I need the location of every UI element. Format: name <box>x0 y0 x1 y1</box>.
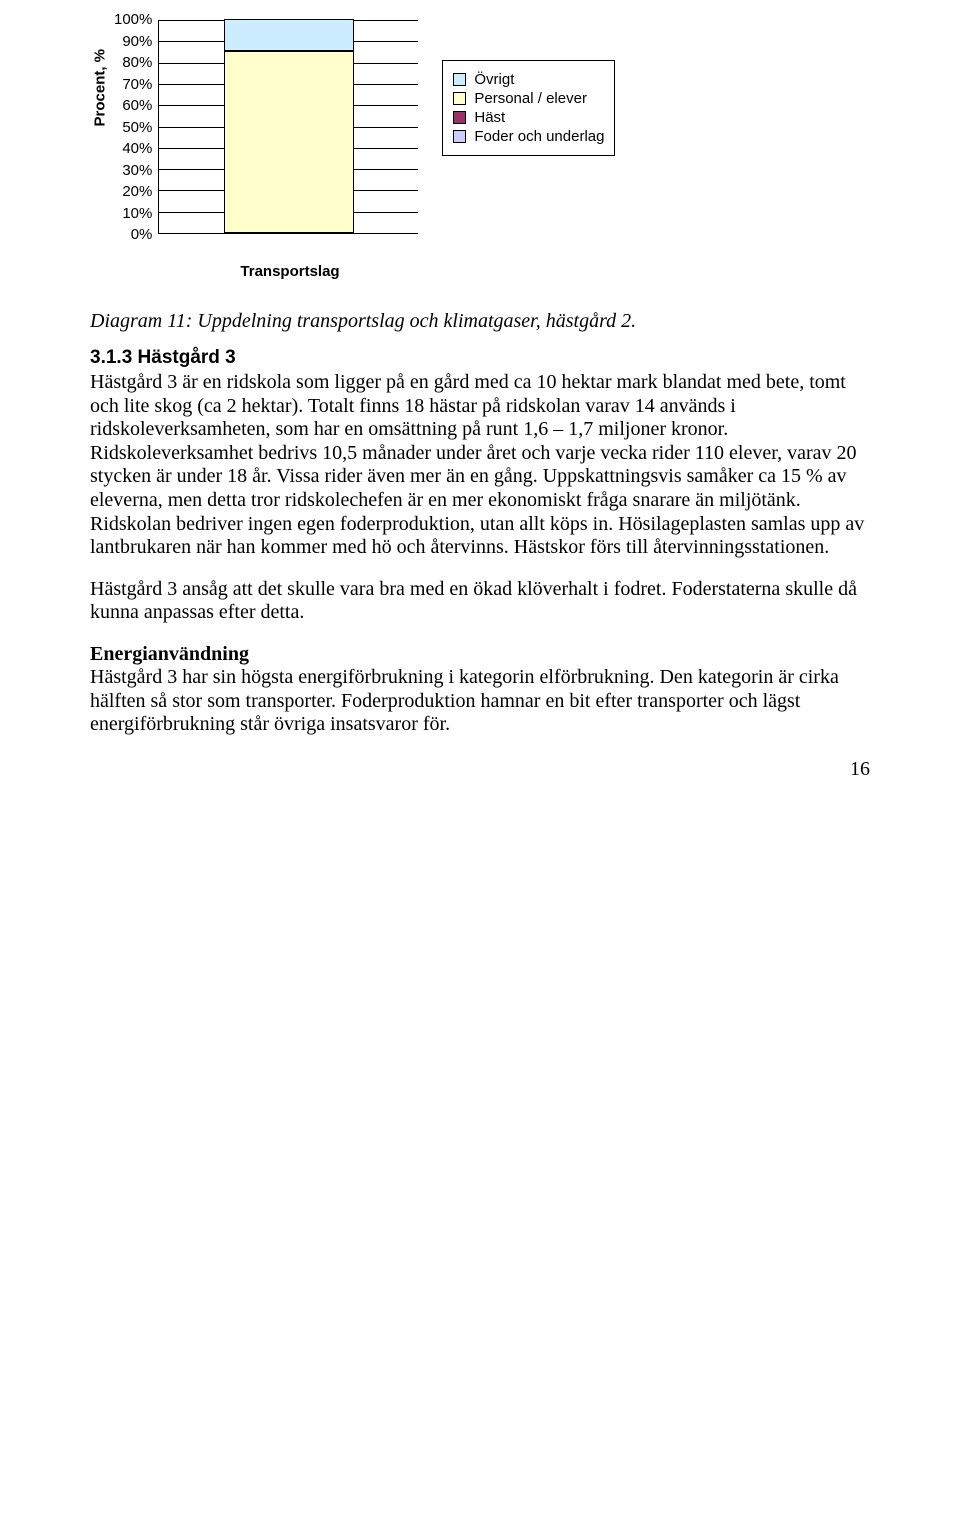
y-axis-ticks: 100% 90% 80% 70% 60% 50% 40% 30% 20% 10%… <box>114 11 158 243</box>
plot-area <box>158 20 418 234</box>
ytick: 100% <box>114 11 152 28</box>
legend-label: Häst <box>474 109 505 126</box>
y-axis-label: Procent, % <box>92 107 109 127</box>
bar-segment <box>224 51 354 233</box>
legend-item: Personal / elever <box>453 90 604 107</box>
chart: Procent, % 100% 90% 80% 70% 60% 50% 40% … <box>90 20 870 243</box>
legend-swatch <box>453 130 466 143</box>
ytick: 40% <box>114 140 152 157</box>
legend-swatch <box>453 73 466 86</box>
legend-item: Häst <box>453 109 604 126</box>
legend-swatch <box>453 111 466 124</box>
ytick: 0% <box>114 226 152 243</box>
paragraph: Hästgård 3 har sin högsta energiförbrukn… <box>90 666 870 737</box>
ytick: 70% <box>114 76 152 93</box>
section-heading: 3.1.3 Hästgård 3 <box>90 347 870 369</box>
x-axis-label: Transportslag <box>160 263 420 280</box>
ytick: 10% <box>114 205 152 222</box>
paragraph: Hästgård 3 ansåg att det skulle vara bra… <box>90 578 870 625</box>
bar-segment <box>224 19 354 51</box>
page-number: 16 <box>850 758 870 781</box>
bar-stack <box>224 19 354 233</box>
ytick: 90% <box>114 33 152 50</box>
legend-item: Foder och underlag <box>453 128 604 145</box>
legend-label: Foder och underlag <box>474 128 604 145</box>
paragraph: Hästgård 3 är en ridskola som ligger på … <box>90 371 870 560</box>
page: Procent, % 100% 90% 80% 70% 60% 50% 40% … <box>0 0 960 795</box>
legend-swatch <box>453 92 466 105</box>
legend: Övrigt Personal / elever Häst Foder och … <box>442 60 615 156</box>
ytick: 30% <box>114 162 152 179</box>
figure-caption: Diagram 11: Uppdelning transportslag och… <box>90 310 870 333</box>
ytick: 20% <box>114 183 152 200</box>
ytick: 80% <box>114 54 152 71</box>
sub-heading: Energianvändning <box>90 643 249 665</box>
ytick: 60% <box>114 97 152 114</box>
ytick: 50% <box>114 119 152 136</box>
legend-label: Personal / elever <box>474 90 587 107</box>
legend-label: Övrigt <box>474 71 514 88</box>
legend-item: Övrigt <box>453 71 604 88</box>
